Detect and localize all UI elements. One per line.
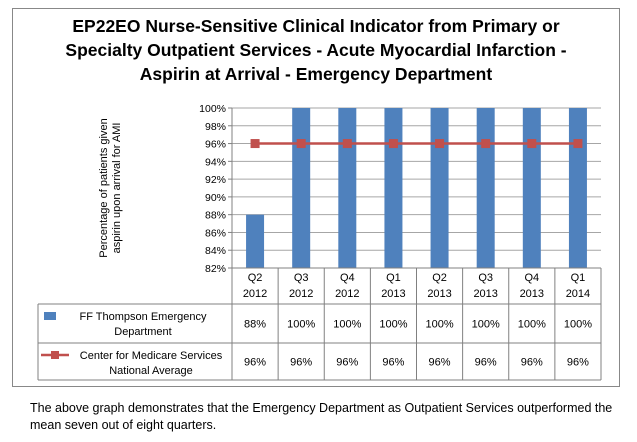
- chart-frame: [12, 8, 620, 387]
- chart-title-line-2: Specialty Outpatient Services - Acute My…: [65, 40, 567, 60]
- line-marker: [573, 139, 583, 149]
- x-tick-label: 2012: [335, 288, 359, 300]
- x-tick-label: 2013: [427, 288, 451, 300]
- data-label: 96%: [475, 357, 497, 369]
- x-tick-label: 2013: [520, 288, 544, 300]
- x-tick-label: 2014: [566, 288, 590, 300]
- x-tick-label: Q3: [478, 272, 493, 284]
- bar: [568, 108, 587, 268]
- y-tick-label: 100%: [199, 103, 226, 115]
- y-axis-label: Percentage of patients givenaspirin upon…: [98, 118, 123, 257]
- line-marker: [296, 139, 306, 149]
- data-label: 100%: [287, 319, 315, 331]
- chart-title-line-1: EP22EO Nurse-Sensitive Clinical Indicato…: [72, 16, 560, 36]
- x-tick-label: Q1: [386, 272, 401, 284]
- data-label: 96%: [244, 357, 266, 369]
- line-marker: [527, 139, 537, 149]
- data-label: 96%: [521, 357, 543, 369]
- bar: [430, 108, 449, 268]
- data-label: 100%: [379, 319, 407, 331]
- y-tick-label: 84%: [205, 245, 226, 257]
- legend-series-name: FF Thompson Emergency: [80, 311, 207, 323]
- legend-key-marker: [51, 351, 59, 359]
- line-marker: [342, 139, 352, 149]
- legend-series-name: National Average: [109, 365, 193, 377]
- data-label: 96%: [429, 357, 451, 369]
- chart-title: EP22EO Nurse-Sensitive Clinical Indicato…: [12, 14, 620, 86]
- x-tick-label: 2013: [473, 288, 497, 300]
- x-tick-label: 2012: [243, 288, 267, 300]
- data-label: 100%: [564, 319, 592, 331]
- bar: [338, 108, 357, 268]
- chart-plot: 82% 84% 86% 88% 90% 92% 94% 96% 98% 100% Percentag…: [37, 103, 602, 381]
- data-label: 96%: [567, 357, 589, 369]
- x-tick-label: Q2: [432, 272, 447, 284]
- y-tick-label: 94%: [205, 156, 226, 168]
- x-tick-label: Q1: [571, 272, 586, 284]
- caption: The above graph demonstrates that the Em…: [30, 401, 613, 432]
- data-label: 100%: [425, 319, 453, 331]
- data-label: 100%: [472, 319, 500, 331]
- x-tick-label: Q4: [340, 272, 355, 284]
- data-label: 100%: [333, 319, 361, 331]
- bar: [292, 108, 311, 268]
- bar: [522, 108, 541, 268]
- line-marker: [481, 139, 491, 149]
- y-tick-label: 90%: [205, 192, 226, 204]
- y-tick-label: 96%: [205, 139, 226, 151]
- y-tick-label: 86%: [205, 227, 226, 239]
- y-tick-label: 82%: [205, 263, 226, 275]
- bar: [384, 108, 403, 268]
- legend-key-bar: [44, 312, 56, 320]
- x-tick-label: 2012: [289, 288, 313, 300]
- line-marker: [388, 139, 398, 149]
- data-label: 100%: [518, 319, 546, 331]
- y-tick-label: 88%: [205, 210, 226, 222]
- x-tick-label: 2013: [381, 288, 405, 300]
- y-tick-label: 98%: [205, 121, 226, 133]
- bar: [476, 108, 495, 268]
- data-label: 96%: [382, 357, 404, 369]
- x-tick-label: Q2: [248, 272, 263, 284]
- legend-series-name: Department: [114, 326, 171, 338]
- x-tick-label: Q3: [294, 272, 309, 284]
- line-marker: [435, 139, 445, 149]
- data-label: 96%: [336, 357, 358, 369]
- y-tick-label: 92%: [205, 174, 226, 186]
- bar: [246, 214, 265, 268]
- x-tick-label: Q4: [524, 272, 539, 284]
- chart-title-line-3: Aspirin at Arrival - Emergency Departmen…: [139, 64, 493, 84]
- legend-series-name: Center for Medicare Services: [80, 350, 223, 362]
- data-label: 96%: [290, 357, 312, 369]
- data-label: 88%: [244, 319, 266, 331]
- line-marker: [250, 139, 260, 149]
